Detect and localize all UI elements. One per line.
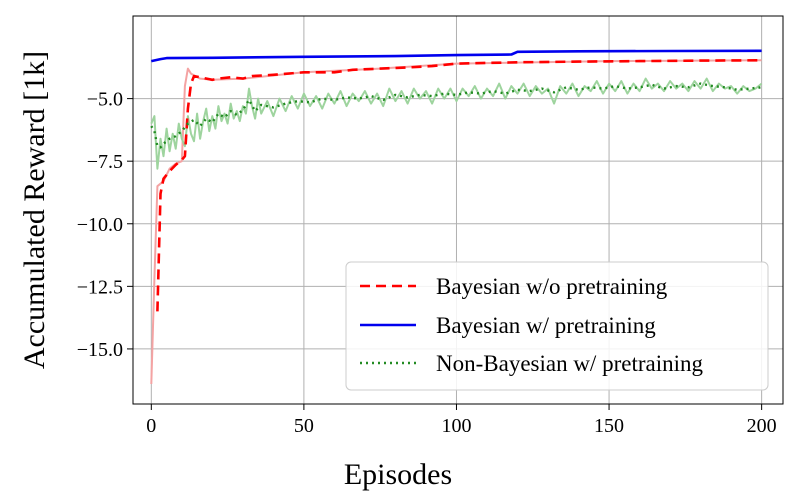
y-axis-label: Accumulated Reward [1k]	[18, 51, 51, 369]
x-tick-label: 200	[747, 415, 777, 437]
legend-label-series-1: Bayesian w/o pretraining	[436, 274, 668, 299]
plot-frame	[132, 15, 784, 405]
x-tick-label: 50	[294, 415, 314, 437]
series-line-3	[150, 82, 762, 149]
x-axis-label: Episodes	[344, 458, 452, 491]
series-line-1	[156, 59, 762, 312]
series-line-2	[151, 49, 762, 63]
legend-label-series-2: Bayesian w/ pretraining	[436, 313, 656, 338]
y-axis-ticks: −5.0 −7.5 −10.0 −12.5 −15.0	[77, 89, 133, 361]
series-lines	[150, 49, 762, 312]
y-tick-label: −10.0	[77, 214, 123, 236]
legend: Bayesian w/o pretraining Bayesian w/ pre…	[345, 261, 769, 391]
y-tick-label: −7.5	[87, 151, 123, 173]
legend-label-series-3: Non-Bayesian w/ pretraining	[436, 351, 703, 376]
legend-box	[345, 261, 769, 391]
x-tick-label: 150	[594, 415, 624, 437]
y-tick-label: −5.0	[87, 89, 123, 111]
x-tick-label: 100	[441, 415, 471, 437]
x-tick-label: 0	[146, 415, 156, 437]
x-axis-ticks: 0 50 100 150 200	[146, 404, 777, 437]
y-tick-label: −15.0	[77, 339, 123, 361]
y-tick-label: −12.5	[77, 276, 123, 298]
